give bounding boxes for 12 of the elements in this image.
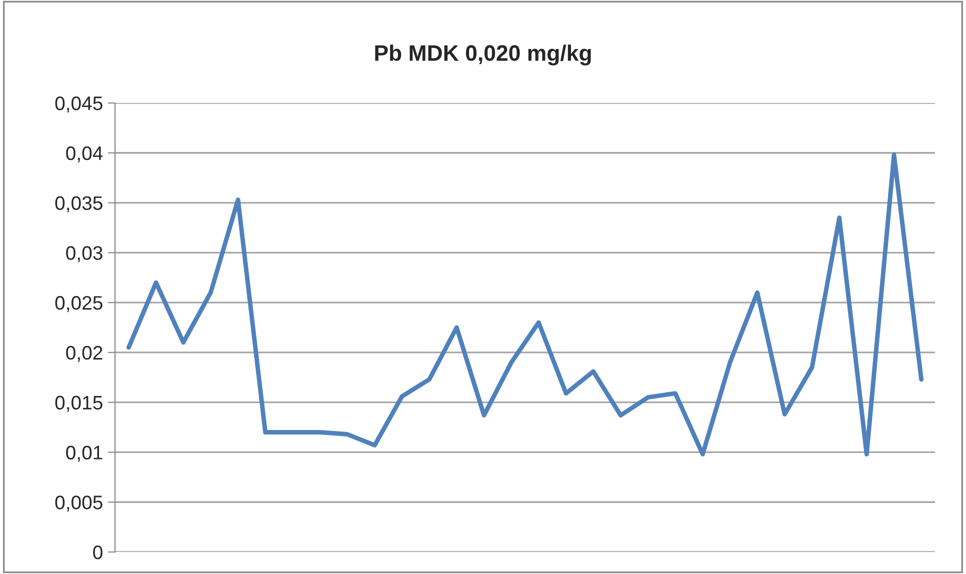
- y-tick-label: 0,005: [55, 496, 102, 512]
- y-tick-label: 0,045: [55, 96, 102, 113]
- line-series: [126, 152, 924, 456]
- y-tick-label: 0,02: [66, 346, 102, 362]
- y-tick-label: 0,01: [66, 446, 102, 462]
- y-tick-label: 0,025: [55, 296, 102, 312]
- chart-title: Pb MDK 0,020 mg/kg: [375, 44, 591, 66]
- y-tick-label: 0,015: [55, 396, 102, 412]
- y-tick-label: 0,04: [66, 146, 103, 162]
- y-tick-label: 0,035: [55, 196, 102, 212]
- y-tick-label: 0,03: [66, 246, 102, 262]
- y-tick-label: 0: [93, 545, 102, 560]
